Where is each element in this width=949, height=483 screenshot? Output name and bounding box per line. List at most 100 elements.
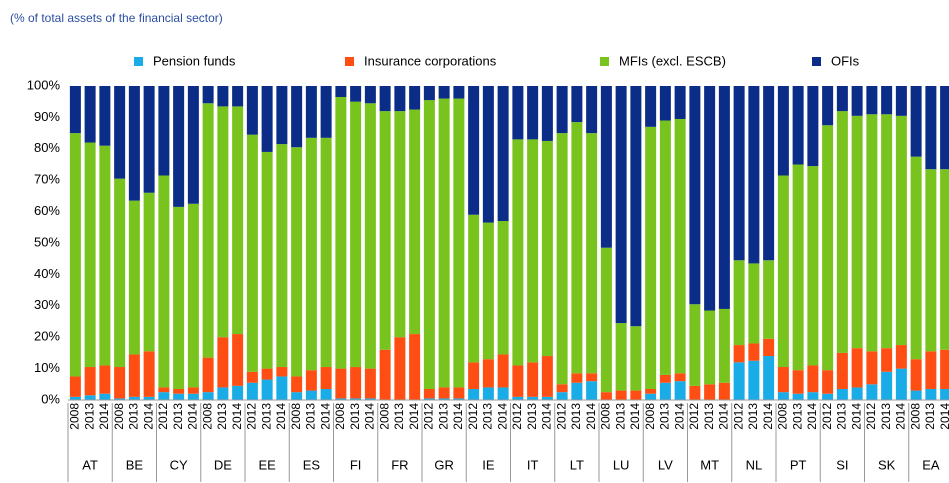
bar-segment [777, 392, 789, 400]
bar-segment [704, 86, 716, 311]
bar-segment [246, 86, 258, 135]
bar-segment [895, 368, 907, 400]
y-tick-label: 70% [34, 172, 60, 187]
group-label: AT [82, 457, 98, 472]
x-tick-label: 2014 [97, 403, 111, 430]
bar-segment [733, 345, 745, 363]
bar-segment [350, 101, 362, 368]
bar-segment [630, 326, 642, 391]
bar-segment [763, 338, 775, 357]
bar-segment [556, 392, 568, 400]
bar-segment [895, 86, 907, 116]
x-tick-label: 2014 [894, 403, 908, 430]
bar-segment [881, 86, 893, 115]
bar-segment [468, 362, 480, 390]
bar-segment [128, 86, 140, 201]
group-label: FR [391, 457, 408, 472]
bar-segment [84, 86, 96, 143]
x-tick-label: 2014 [274, 403, 288, 430]
bar-segment [305, 390, 317, 400]
y-tick-label: 90% [34, 109, 60, 124]
bar-segment [689, 304, 701, 386]
bar-segment [556, 86, 568, 134]
bar-segment [158, 86, 170, 176]
bar-segment [836, 111, 848, 353]
bar-segment [571, 373, 583, 383]
bar-segment [615, 390, 627, 400]
bar-segment [659, 382, 671, 400]
x-tick-label: 2014 [230, 403, 244, 430]
bar-segment [718, 382, 730, 400]
bar-segment [718, 86, 730, 309]
bar-segment [438, 387, 450, 399]
x-tick-label: 2008 [377, 403, 391, 430]
bar-segment [114, 178, 126, 368]
bar-segment [866, 114, 878, 352]
bar-segment [881, 348, 893, 372]
bar-segment [246, 371, 258, 383]
bar-segment [822, 125, 834, 371]
legend-label: Insurance corporations [364, 53, 497, 68]
bar-segment [453, 398, 465, 400]
bar-segment [689, 86, 701, 305]
bar-segment [276, 367, 288, 377]
bar-segment [851, 115, 863, 349]
bar-segment [881, 114, 893, 349]
bar-segment [718, 308, 730, 383]
bar-segment [541, 396, 553, 400]
bar-segment [335, 368, 347, 399]
bar-segment [423, 100, 435, 390]
group-label: EE [258, 457, 276, 472]
bar-segment [468, 389, 480, 400]
bar-segment [276, 144, 288, 368]
bar-segment [527, 362, 539, 397]
bar-segment [748, 360, 760, 400]
bar-segment [615, 86, 627, 324]
x-tick-label: 2014 [805, 403, 819, 430]
bar-segment [497, 387, 509, 400]
bar-segment [571, 382, 583, 400]
x-tick-label: 2013 [658, 403, 672, 430]
bar-segment [497, 86, 509, 222]
x-tick-label: 2013 [82, 403, 96, 430]
bar-segment [940, 169, 949, 350]
bar-segment [173, 389, 185, 394]
bar-segment [84, 395, 96, 400]
x-tick-label: 2012 [820, 403, 834, 430]
bar-segment [350, 367, 362, 399]
bar-segment [910, 86, 922, 157]
bar-segment [881, 371, 893, 400]
bar-segment [291, 147, 303, 377]
bar-segment [84, 367, 96, 396]
bar-segment [114, 398, 126, 400]
x-tick-label: 2008 [599, 403, 613, 430]
bar-segment [187, 203, 199, 388]
bar-segment [453, 98, 465, 388]
bar-segment [261, 151, 273, 369]
x-tick-label: 2014 [761, 403, 775, 430]
x-tick-label: 2008 [68, 403, 82, 430]
bar-segment [379, 349, 391, 400]
bar-segment [232, 86, 244, 107]
bar-segment [128, 396, 140, 400]
x-tick-label: 2014 [363, 403, 377, 430]
x-tick-label: 2014 [717, 403, 731, 430]
bar-segment [777, 367, 789, 393]
bar-segment [836, 389, 848, 400]
bar-segment [600, 247, 612, 393]
legend-label: MFIs (excl. ESCB) [619, 53, 726, 68]
x-tick-label: 2013 [569, 403, 583, 430]
chart-subtitle: (% of total assets of the financial sect… [10, 11, 223, 25]
bar-segment [822, 86, 834, 126]
bar-segment [232, 106, 244, 335]
bar-segment [748, 263, 760, 344]
bar-segment [925, 389, 937, 400]
bar-segment [910, 156, 922, 360]
bar-segment [468, 214, 480, 363]
bar-segment [291, 376, 303, 393]
bar-segment [261, 86, 273, 152]
bar-segment [320, 86, 332, 138]
bar-segment [674, 118, 686, 374]
bar-segment [128, 200, 140, 355]
